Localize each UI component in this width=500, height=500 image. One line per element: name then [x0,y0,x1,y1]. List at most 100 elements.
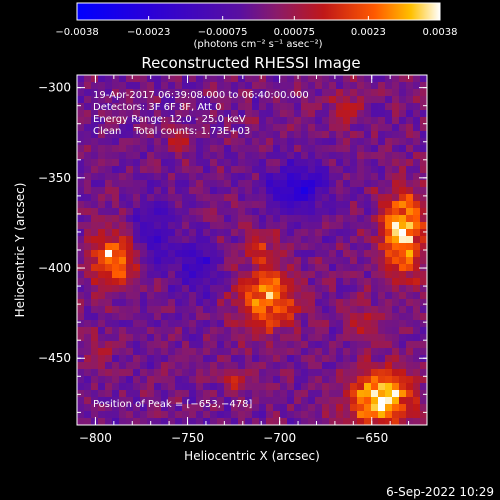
heatmap-cell [294,110,302,118]
heatmap-cell [238,355,246,363]
heatmap-cell [322,75,330,83]
heatmap-cell [315,404,323,412]
heatmap-cell [301,159,309,167]
heatmap-cell [77,278,85,286]
heatmap-cell [98,194,106,202]
heatmap-cell [343,362,351,370]
heatmap-cell [91,355,99,363]
colorbar-tick-label: 0.0038 [423,27,458,38]
heatmap-cell [126,369,134,377]
heatmap-cell [364,201,372,209]
heatmap-cell [238,327,246,335]
heatmap-cell [196,194,204,202]
heatmap-cell [196,355,204,363]
heatmap-cell [315,334,323,342]
heatmap-cell [231,215,239,223]
heatmap-cell [161,117,169,125]
heatmap-cell [98,313,106,321]
heatmap-cell [329,131,337,139]
heatmap-cell [91,96,99,104]
heatmap-cell [385,166,393,174]
heatmap-cell [238,236,246,244]
heatmap-cell [196,418,204,425]
heatmap-cell [238,75,246,83]
heatmap-cell [196,110,204,118]
heatmap-cell [329,110,337,118]
heatmap-cell [371,82,379,90]
heatmap-cell [413,117,421,125]
heatmap-cell [329,362,337,370]
heatmap-cell [266,166,274,174]
heatmap-cell [413,397,421,405]
heatmap-cell [119,82,127,90]
heatmap-cell [259,187,267,195]
heatmap-cell [140,103,148,111]
heatmap-cell [231,320,239,328]
heatmap-cell [322,138,330,146]
heatmap-cell [399,229,407,237]
heatmap-cell [245,131,253,139]
heatmap-cell [266,124,274,132]
heatmap-cell [147,236,155,244]
heatmap-cell [210,145,218,153]
heatmap-cell [77,131,85,139]
heatmap-cell [329,229,337,237]
heatmap-cell [308,208,316,216]
heatmap-cell [350,362,358,370]
heatmap-cell [77,222,85,230]
heatmap-cell [378,89,386,97]
heatmap-cell [350,278,358,286]
heatmap-cell [175,173,183,181]
heatmap-cell [119,376,127,384]
heatmap-cell [98,418,106,425]
heatmap-cell [252,187,260,195]
heatmap-cell [77,201,85,209]
heatmap-cell [119,313,127,321]
heatmap-cell [238,383,246,391]
heatmap-cell [259,82,267,90]
heatmap-cell [182,292,190,300]
heatmap-cell [112,117,120,125]
heatmap-cell [252,397,260,405]
heatmap-cell [231,103,239,111]
heatmap-cell [217,159,225,167]
heatmap-cell [189,327,197,335]
heatmap-cell [210,369,218,377]
heatmap-cell [294,103,302,111]
heatmap-cell [287,173,295,181]
heatmap-cell [364,397,372,405]
heatmap-cell [343,117,351,125]
heatmap-cell [210,404,218,412]
heatmap-cell [105,397,113,405]
heatmap-cell [273,355,281,363]
heatmap-cell [161,194,169,202]
heatmap-cell [301,82,309,90]
heatmap-cell [378,75,386,83]
heatmap-cell [112,271,120,279]
heatmap-cell [287,390,295,398]
heatmap-cell [385,243,393,251]
heatmap-cell [266,271,274,279]
heatmap-cell [168,173,176,181]
heatmap-cell [126,334,134,342]
heatmap-cell [252,327,260,335]
heatmap-cell [266,383,274,391]
heatmap-cell [413,82,421,90]
heatmap-cell [91,243,99,251]
heatmap-cell [273,166,281,174]
heatmap-cell [238,411,246,419]
heatmap-cell [280,390,288,398]
heatmap-cell [343,278,351,286]
heatmap-cell [84,215,92,223]
heatmap-cell [357,348,365,356]
heatmap-cell [112,369,120,377]
heatmap-cell [266,264,274,272]
heatmap-cell [217,418,225,425]
heatmap-cell [364,320,372,328]
heatmap-cell [77,390,85,398]
heatmap-cell [343,194,351,202]
heatmap-cell [294,411,302,419]
heatmap-cell [168,180,176,188]
heatmap-cell [308,166,316,174]
heatmap-cell [399,145,407,153]
